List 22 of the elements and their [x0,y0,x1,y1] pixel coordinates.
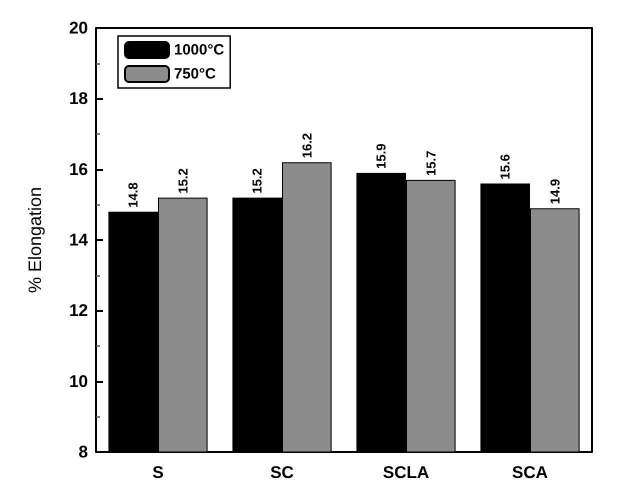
x-tick-label: SCA [512,463,548,482]
data-label: 14.9 [547,178,562,204]
legend-label: 750°C [174,66,216,82]
x-tick-label: SC [270,463,294,482]
data-label: 14.8 [126,182,141,208]
y-tick-label: 12 [69,301,88,320]
y-tick-label: 20 [69,18,88,38]
y-axis-title: % Elongation [25,186,45,294]
y-tick-label: 10 [69,372,88,391]
data-label: 16.2 [299,132,314,158]
x-tick-label: S [152,463,164,482]
data-label: 15.7 [423,150,438,176]
y-tick-label: 18 [69,89,88,108]
data-label: 15.9 [374,144,389,169]
data-label: 15.2 [175,168,190,194]
data-label: 15.6 [498,154,513,180]
y-tick-label: 16 [69,160,88,179]
y-tick-label: 14 [69,230,89,250]
data-label: 15.2 [250,168,265,194]
y-tick-label: 8 [78,442,88,462]
x-tick-label: SCLA [382,463,430,482]
legend-label: 1000°C [174,42,224,58]
